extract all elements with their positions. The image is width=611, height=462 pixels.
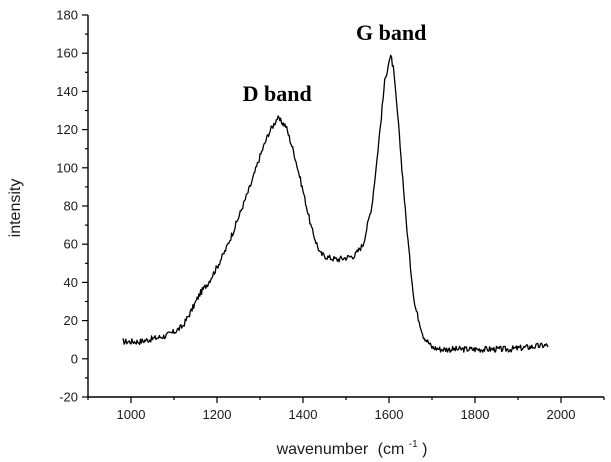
y-axis-label: intensity xyxy=(7,179,24,238)
x-tick-label: 2000 xyxy=(547,407,576,422)
y-tick-label: 80 xyxy=(64,199,78,214)
y-tick-label: 180 xyxy=(56,8,78,23)
y-tick-label: -20 xyxy=(59,390,78,405)
y-tick-label: 140 xyxy=(56,84,78,99)
y-tick-label: 20 xyxy=(64,313,78,328)
y-tick-label: 100 xyxy=(56,160,78,175)
x-axis-label: wavenumber (cm -1 ) xyxy=(276,434,428,458)
y-tick-label: 160 xyxy=(56,46,78,61)
ticks: -20 0 20 40 60 80 100 120 140 160 180 1000 1200 1400 1… xyxy=(56,8,605,422)
peak-annotation: G band xyxy=(356,20,426,45)
x-tick-label: 1200 xyxy=(203,407,232,422)
x-tick-label: 1800 xyxy=(461,407,490,422)
series-line xyxy=(122,54,549,353)
x-axis-label-name: wavenumber xyxy=(276,441,369,458)
peak-annotation: D band xyxy=(243,81,312,106)
axes xyxy=(87,15,604,398)
x-tick-label: 1000 xyxy=(117,407,146,422)
x-tick-label: 1400 xyxy=(289,407,318,422)
y-tick-label: 120 xyxy=(56,122,78,137)
y-tick-label: 40 xyxy=(64,275,78,290)
x-axis-label-unit-close: ) xyxy=(422,441,427,458)
x-tick-label: 1600 xyxy=(375,407,404,422)
x-axis-label-unit: (cm xyxy=(378,441,405,458)
series-group xyxy=(122,54,549,353)
y-tick-label: 60 xyxy=(64,237,78,252)
annotations: D band G band xyxy=(243,20,427,106)
x-axis-label-unit-exp: -1 xyxy=(409,439,418,450)
y-tick-label: 0 xyxy=(71,351,78,366)
